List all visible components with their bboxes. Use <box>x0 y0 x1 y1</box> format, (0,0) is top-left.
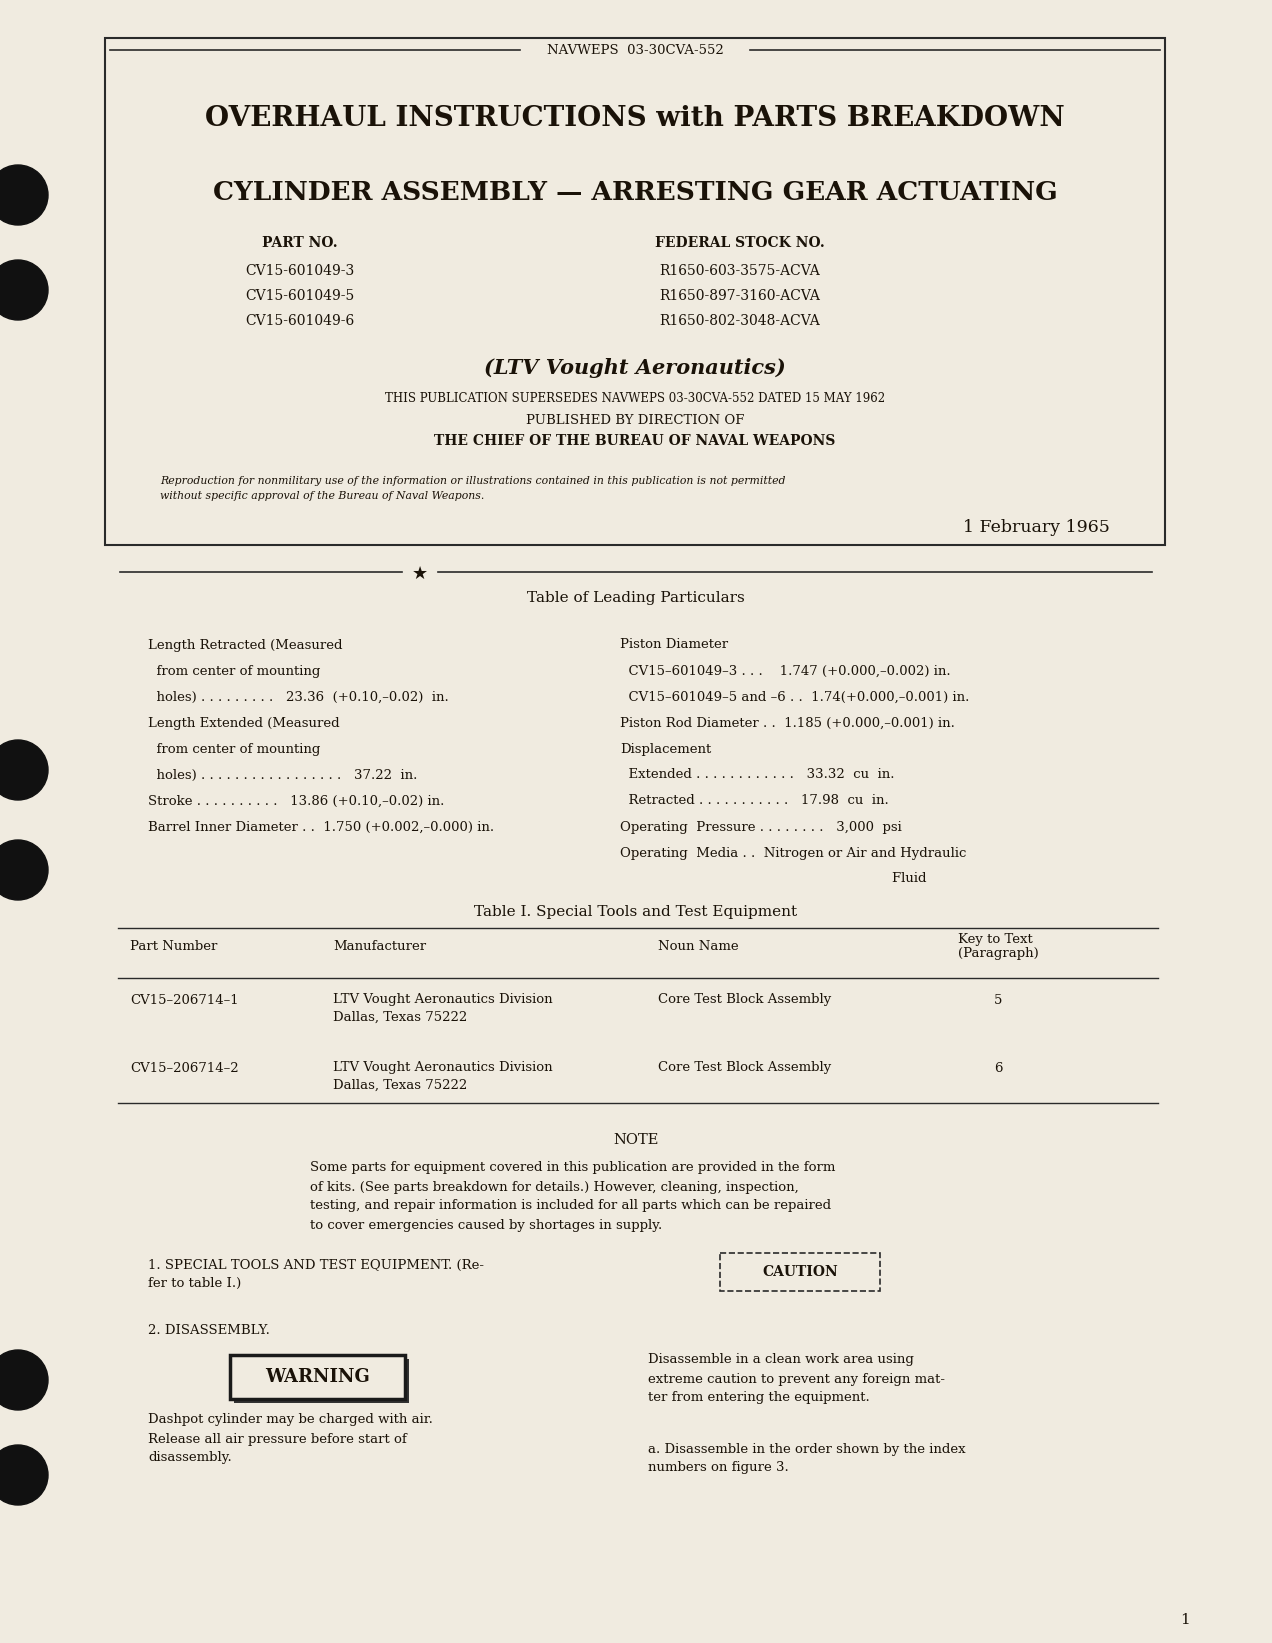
Circle shape <box>0 840 48 900</box>
Text: Displacement: Displacement <box>619 743 711 756</box>
Text: Operating  Pressure . . . . . . . .   3,000  psi: Operating Pressure . . . . . . . . 3,000… <box>619 820 902 833</box>
Text: R1650-802-3048-ACVA: R1650-802-3048-ACVA <box>660 314 820 329</box>
Bar <box>234 1359 410 1403</box>
Text: PUBLISHED BY DIRECTION OF: PUBLISHED BY DIRECTION OF <box>525 414 744 427</box>
Text: Fluid: Fluid <box>619 872 926 886</box>
Text: NAVWEPS  03-30CVA-552: NAVWEPS 03-30CVA-552 <box>547 43 724 56</box>
Circle shape <box>0 260 48 320</box>
Text: of kits. (See parts breakdown for details.) However, cleaning, inspection,: of kits. (See parts breakdown for detail… <box>310 1181 799 1193</box>
Text: Barrel Inner Diameter . .  1.750 (+0.002,–0.000) in.: Barrel Inner Diameter . . 1.750 (+0.002,… <box>148 820 494 833</box>
Text: numbers on figure 3.: numbers on figure 3. <box>647 1462 789 1474</box>
Text: Disassemble in a clean work area using: Disassemble in a clean work area using <box>647 1354 913 1367</box>
Text: CV15-601049-6: CV15-601049-6 <box>245 314 355 329</box>
Text: CYLINDER ASSEMBLY — ARRESTING GEAR ACTUATING: CYLINDER ASSEMBLY — ARRESTING GEAR ACTUA… <box>212 181 1057 205</box>
Text: CAUTION: CAUTION <box>762 1265 838 1278</box>
Text: Operating  Media . .  Nitrogen or Air and Hydraulic: Operating Media . . Nitrogen or Air and … <box>619 846 967 859</box>
Text: fer to table I.): fer to table I.) <box>148 1277 242 1290</box>
Text: Retracted . . . . . . . . . . .   17.98  cu  in.: Retracted . . . . . . . . . . . 17.98 cu… <box>619 795 889 807</box>
Text: Extended . . . . . . . . . . . .   33.32  cu  in.: Extended . . . . . . . . . . . . 33.32 c… <box>619 769 894 782</box>
Text: THE CHIEF OF THE BUREAU OF NAVAL WEAPONS: THE CHIEF OF THE BUREAU OF NAVAL WEAPONS <box>434 434 836 449</box>
Text: CV15-601049-5: CV15-601049-5 <box>245 289 355 302</box>
Text: (LTV Vought Aeronautics): (LTV Vought Aeronautics) <box>485 358 786 378</box>
Text: a. Disassemble in the order shown by the index: a. Disassemble in the order shown by the… <box>647 1444 965 1456</box>
Text: FEDERAL STOCK NO.: FEDERAL STOCK NO. <box>655 237 824 250</box>
Text: PART NO.: PART NO. <box>262 237 338 250</box>
Text: Key to Text: Key to Text <box>958 933 1033 945</box>
Text: without specific approval of the Bureau of Naval Weapons.: without specific approval of the Bureau … <box>160 491 485 501</box>
Text: CV15–601049–5 and –6 . .  1.74(+0.000,–0.001) in.: CV15–601049–5 and –6 . . 1.74(+0.000,–0.… <box>619 690 969 703</box>
Text: from center of mounting: from center of mounting <box>148 743 321 756</box>
Text: CV15–206714–2: CV15–206714–2 <box>130 1061 239 1075</box>
Text: testing, and repair information is included for all parts which can be repaired: testing, and repair information is inclu… <box>310 1199 831 1213</box>
Circle shape <box>0 739 48 800</box>
Circle shape <box>0 164 48 225</box>
Text: 6: 6 <box>993 1061 1002 1075</box>
Text: Piston Rod Diameter . .  1.185 (+0.000,–0.001) in.: Piston Rod Diameter . . 1.185 (+0.000,–0… <box>619 716 955 729</box>
Text: OVERHAUL INSTRUCTIONS with PARTS BREAKDOWN: OVERHAUL INSTRUCTIONS with PARTS BREAKDO… <box>205 105 1065 131</box>
Text: ter from entering the equipment.: ter from entering the equipment. <box>647 1392 870 1405</box>
Text: Dallas, Texas 75222: Dallas, Texas 75222 <box>333 1078 467 1091</box>
Text: Some parts for equipment covered in this publication are provided in the form: Some parts for equipment covered in this… <box>310 1162 836 1175</box>
Text: THIS PUBLICATION SUPERSEDES NAVWEPS 03-30CVA-552 DATED 15 MAY 1962: THIS PUBLICATION SUPERSEDES NAVWEPS 03-3… <box>385 391 885 404</box>
Text: CV15-601049-3: CV15-601049-3 <box>245 265 355 278</box>
Text: LTV Vought Aeronautics Division: LTV Vought Aeronautics Division <box>333 994 552 1007</box>
Text: holes) . . . . . . . . .   23.36  (+0.10,–0.02)  in.: holes) . . . . . . . . . 23.36 (+0.10,–0… <box>148 690 449 703</box>
Text: Part Number: Part Number <box>130 940 218 953</box>
Text: WARNING: WARNING <box>265 1369 370 1387</box>
Circle shape <box>0 1444 48 1505</box>
Bar <box>230 1355 404 1398</box>
Text: Release all air pressure before start of: Release all air pressure before start of <box>148 1433 407 1446</box>
Text: Stroke . . . . . . . . . .   13.86 (+0.10,–0.02) in.: Stroke . . . . . . . . . . 13.86 (+0.10,… <box>148 795 444 807</box>
Bar <box>106 38 1165 545</box>
Text: Noun Name: Noun Name <box>658 940 739 953</box>
Text: 1. SPECIAL TOOLS AND TEST EQUIPMENT. (Re-: 1. SPECIAL TOOLS AND TEST EQUIPMENT. (Re… <box>148 1259 485 1272</box>
Text: Core Test Block Assembly: Core Test Block Assembly <box>658 994 831 1007</box>
Text: holes) . . . . . . . . . . . . . . . . .   37.22  in.: holes) . . . . . . . . . . . . . . . . .… <box>148 769 417 782</box>
Text: LTV Vought Aeronautics Division: LTV Vought Aeronautics Division <box>333 1061 552 1075</box>
Text: R1650-603-3575-ACVA: R1650-603-3575-ACVA <box>660 265 820 278</box>
Text: CV15–601049–3 . . .    1.747 (+0.000,–0.002) in.: CV15–601049–3 . . . 1.747 (+0.000,–0.002… <box>619 664 950 677</box>
Text: 1 February 1965: 1 February 1965 <box>963 519 1110 537</box>
Text: Length Retracted (Measured: Length Retracted (Measured <box>148 639 342 652</box>
Text: extreme caution to prevent any foreign mat-: extreme caution to prevent any foreign m… <box>647 1372 945 1385</box>
Text: disassembly.: disassembly. <box>148 1451 232 1464</box>
Text: to cover emergencies caused by shortages in supply.: to cover emergencies caused by shortages… <box>310 1219 663 1232</box>
Text: 5: 5 <box>993 994 1002 1007</box>
Text: Dallas, Texas 75222: Dallas, Texas 75222 <box>333 1010 467 1024</box>
Text: Dashpot cylinder may be charged with air.: Dashpot cylinder may be charged with air… <box>148 1413 432 1426</box>
Text: NOTE: NOTE <box>613 1134 659 1147</box>
Text: (Paragraph): (Paragraph) <box>958 948 1039 961</box>
Text: Reproduction for nonmilitary use of the information or illustrations contained i: Reproduction for nonmilitary use of the … <box>160 476 786 486</box>
Text: ★: ★ <box>412 565 429 583</box>
Text: 2. DISASSEMBLY.: 2. DISASSEMBLY. <box>148 1324 270 1336</box>
Text: Piston Diameter: Piston Diameter <box>619 639 728 652</box>
Circle shape <box>0 1351 48 1410</box>
Bar <box>720 1254 880 1291</box>
Text: Core Test Block Assembly: Core Test Block Assembly <box>658 1061 831 1075</box>
Text: CV15–206714–1: CV15–206714–1 <box>130 994 239 1007</box>
Text: from center of mounting: from center of mounting <box>148 664 321 677</box>
Text: Manufacturer: Manufacturer <box>333 940 426 953</box>
Text: R1650-897-3160-ACVA: R1650-897-3160-ACVA <box>660 289 820 302</box>
Text: 1: 1 <box>1180 1613 1189 1627</box>
Text: Length Extended (Measured: Length Extended (Measured <box>148 716 340 729</box>
Text: Table I. Special Tools and Test Equipment: Table I. Special Tools and Test Equipmen… <box>474 905 798 918</box>
Text: Table of Leading Particulars: Table of Leading Particulars <box>527 591 745 605</box>
